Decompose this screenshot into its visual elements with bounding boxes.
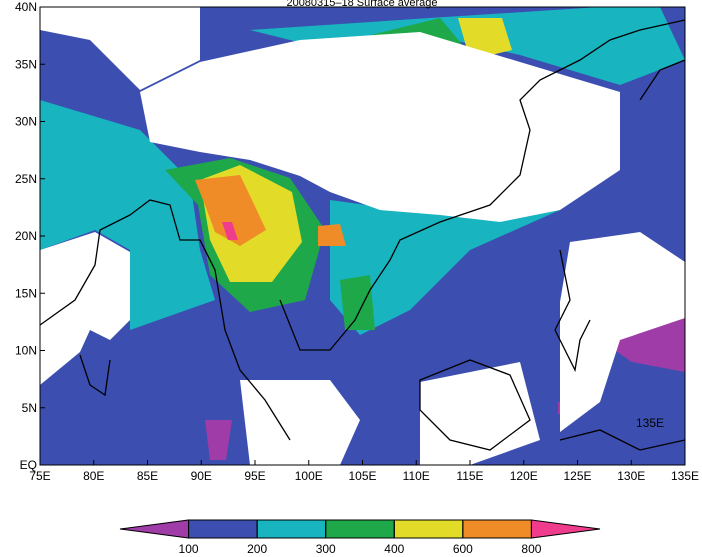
colorbar-bin [325,519,395,539]
colorbar-label: 300 [316,542,336,556]
region [318,224,346,246]
x-tick-label: 110E [403,469,430,483]
colorbar-bin [256,519,327,539]
colorbar-label: 800 [521,542,541,556]
region [600,315,685,372]
no-data [560,232,685,432]
x-tick-label: 120E [510,469,538,483]
y-tick-label: 40N [15,0,37,14]
y-tick-label: 5N [22,401,37,415]
colorbar-bin [393,519,464,539]
region [250,7,685,85]
colorbar-label: 200 [247,542,267,556]
x-tick-label: 80E [83,469,104,483]
y-tick-label: 30N [15,115,37,129]
x-tick-label: 85E [137,469,158,483]
colorbar-label: 400 [384,542,404,556]
colorbar-bin [188,519,258,539]
map-title: 20080315–18 Surface average [286,0,437,9]
region [330,200,560,335]
x-tick-label: 135E [671,469,699,483]
region [222,222,238,240]
colorbar-bin [530,519,601,539]
x-tick-label: 125E [563,469,591,483]
colorbar-label: 600 [453,542,473,556]
x-tick-label: 75E [29,469,50,483]
x-tick-label: 95E [244,469,265,483]
y-tick-label: 35N [15,57,37,71]
colorbar-label: 100 [179,542,199,556]
y-tick-label: 10N [15,344,37,358]
x-tick-label: 105E [348,469,376,483]
colorbar-bin [119,519,190,539]
no-data [40,232,130,385]
y-tick-label: EQ [20,458,37,472]
y-tick-label: 20N [15,229,37,243]
y-tick-label: 25N [15,172,37,186]
x-tick-label: 115E [456,469,483,483]
x-tick-label: 90E [191,469,212,483]
annotation: 135E [636,416,664,430]
region [40,100,215,330]
coastline [40,19,685,451]
field [40,7,685,465]
colorbar-bin [462,519,532,539]
region [340,275,375,330]
no-data [140,32,620,222]
no-data [40,7,200,90]
x-tick-label: 130E [617,469,645,483]
region [195,175,266,246]
y-tick-label: 15N [15,286,37,300]
region [205,420,232,460]
no-data [240,380,360,465]
x-tick-label: 100E [295,469,323,483]
